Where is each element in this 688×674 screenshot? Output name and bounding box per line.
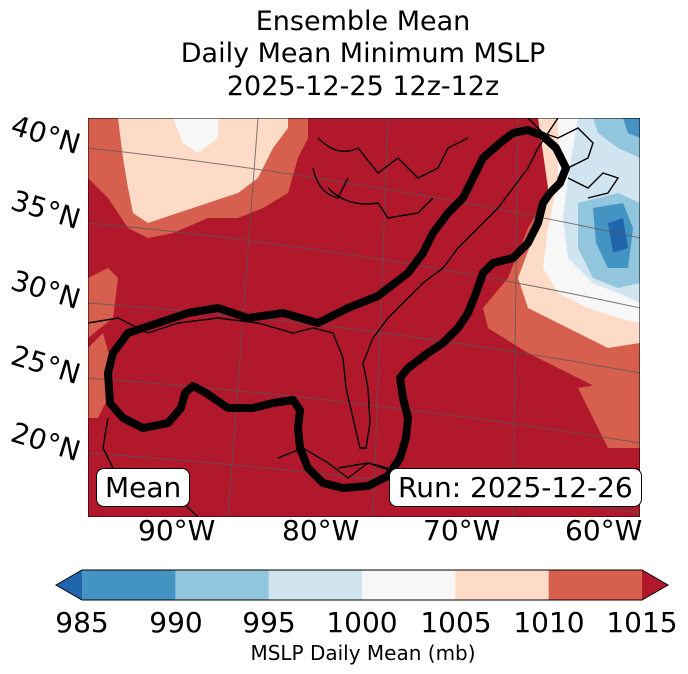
colorbar-tick-1000: 1000: [326, 606, 398, 639]
field-below-985: [608, 218, 628, 253]
colorbar: [54, 569, 670, 601]
colorbar-tick-990: 990: [149, 606, 203, 639]
field-1010-gulf: [88, 268, 118, 338]
field-1005: [118, 118, 288, 223]
colorbar-extend-high: [642, 570, 668, 600]
colorbar-segment: [548, 570, 643, 600]
colorbar-segment: [175, 570, 270, 600]
lat-label-20n: 20°N: [7, 415, 85, 468]
colorbar-label: MSLP Daily Mean (mb): [250, 641, 476, 665]
pressure-map: [88, 118, 640, 517]
field-1010-se: [578, 378, 640, 448]
lon-label-90w: 90°W: [138, 514, 216, 547]
colorbar-tick-1010: 1010: [513, 606, 585, 639]
title-line-2: Daily Mean Minimum MSLP: [180, 38, 546, 69]
lat-label-30n: 30°N: [7, 263, 85, 316]
run-date-box: Run: 2025-12-26: [389, 468, 642, 507]
lat-label-35n: 35°N: [7, 183, 85, 236]
colorbar-tick-985: 985: [55, 606, 109, 639]
lat-label-40n: 40°N: [7, 108, 85, 161]
title-line-1: Ensemble Mean: [255, 6, 471, 37]
colorbar-segment: [362, 570, 456, 600]
colorbar-segment: [268, 570, 363, 600]
lat-label-25n: 25°N: [7, 338, 85, 391]
lon-label-80w: 80°W: [282, 514, 360, 547]
colorbar-tick-1005: 1005: [420, 606, 492, 639]
colorbar-segment: [455, 570, 550, 600]
colorbar-segment: [82, 570, 176, 600]
field-1000: [173, 118, 218, 153]
colorbar-tick-1015: 1015: [606, 606, 678, 639]
colorbar-outline: [54, 569, 670, 601]
field-985-ne: [623, 118, 640, 138]
lon-label-70w: 70°W: [423, 514, 501, 547]
title-line-3: 2025-12-25 12z-12z: [226, 71, 500, 102]
colorbar-extend-low: [56, 570, 82, 600]
colorbar-tick-995: 995: [242, 606, 296, 639]
mean-label-box: Mean: [96, 468, 191, 507]
region-outline: [104, 126, 570, 492]
lon-label-60w: 60°W: [565, 514, 643, 547]
